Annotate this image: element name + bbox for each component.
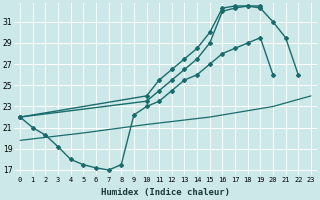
X-axis label: Humidex (Indice chaleur): Humidex (Indice chaleur)	[101, 188, 230, 197]
